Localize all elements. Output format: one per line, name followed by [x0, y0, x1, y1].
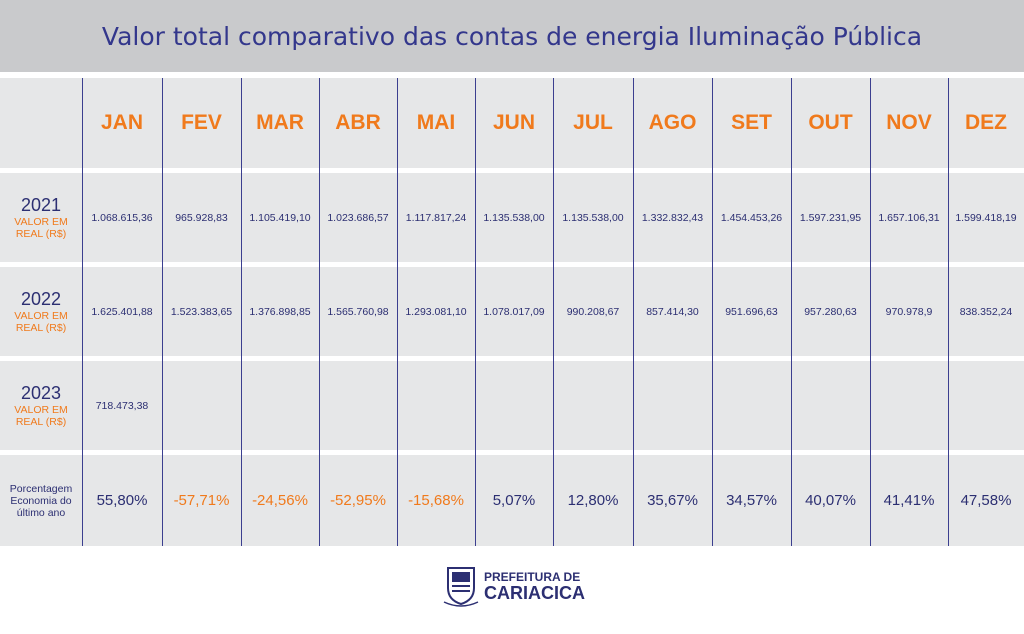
month-header: JAN — [100, 111, 143, 134]
value-cell: 1.078.017,09 — [483, 305, 545, 318]
column-line — [553, 78, 554, 546]
column-line — [791, 78, 792, 546]
value-cell: 1.523.383,65 — [170, 305, 233, 318]
value-cell: 1.376.898,85 — [249, 305, 311, 318]
value-cell: 1.068.615,36 — [91, 211, 153, 224]
percent-cell: 35,67% — [647, 492, 698, 509]
month-header: MAI — [416, 111, 456, 134]
row-year: 2022 — [20, 289, 62, 309]
header: Valor total comparativo das contas de en… — [0, 0, 1024, 72]
value-cell: 951.696,63 — [725, 305, 778, 318]
value-cell: 990.208,67 — [566, 305, 620, 318]
month-header: MAR — [256, 111, 304, 134]
column-line — [319, 78, 320, 546]
month-header: JUN — [492, 111, 535, 134]
value-cell: 1.625.401,88 — [91, 305, 153, 318]
column-line — [162, 78, 163, 546]
value-cell: 1.597.231,95 — [799, 211, 862, 224]
column-line — [397, 78, 398, 546]
row-background — [0, 173, 1024, 262]
value-cell: 1.332.832,43 — [641, 211, 704, 224]
column-line — [475, 78, 476, 546]
percent-cell: 5,07% — [492, 492, 536, 509]
value-cell: 1.565.760,98 — [327, 305, 389, 318]
percent-cell: -52,95% — [330, 492, 386, 509]
value-cell: 1.657.106,31 — [878, 211, 940, 224]
logo-line1: PREFEITURA DE — [484, 570, 581, 584]
value-cell: 965.928,83 — [175, 211, 228, 224]
percent-label: Porcentagem Economia do último ano — [9, 482, 73, 519]
month-header: NOV — [886, 111, 932, 134]
row-year: 2021 — [20, 195, 62, 215]
row-background — [0, 78, 1024, 168]
column-line — [633, 78, 634, 546]
row-year: 2023 — [20, 383, 62, 403]
value-cell: 1.135.538,00 — [562, 211, 624, 224]
value-cell: 957.280,63 — [804, 305, 857, 318]
logo: PREFEITURA DE CARIACICA — [440, 562, 590, 608]
month-header: AGO — [648, 111, 697, 134]
column-line — [82, 78, 83, 546]
value-cell: 838.352,24 — [959, 305, 1013, 318]
row-background — [0, 455, 1024, 546]
value-cell: 718.473,38 — [95, 399, 149, 412]
month-header: JUL — [573, 111, 613, 134]
value-cell: 1.454.453,26 — [720, 211, 783, 224]
value-cell: 857.414,30 — [646, 305, 699, 318]
row-label: VALOR EM REAL (R$) — [14, 310, 68, 334]
row-label: 2022 VALOR EM REAL (R$) — [0, 267, 82, 356]
value-cell: 1.105.419,10 — [249, 211, 311, 224]
logo-shield — [443, 567, 479, 607]
row-background — [0, 361, 1024, 450]
column-line — [870, 78, 871, 546]
month-header: OUT — [808, 111, 853, 134]
percent-cell: -24,56% — [252, 492, 308, 509]
percent-cell: 34,57% — [726, 492, 777, 509]
value-cell: 1.135.538,00 — [483, 211, 545, 224]
percent-cell: 55,80% — [96, 492, 148, 509]
row-label: 2021 VALOR EM REAL (R$) — [0, 173, 82, 262]
row-label: 2023 VALOR EM REAL (R$) — [0, 361, 82, 450]
percent-cell: -15,68% — [408, 492, 464, 509]
title: Valor total comparativo das contas de en… — [101, 21, 923, 51]
percent-cell: 40,07% — [805, 492, 856, 509]
row-label: VALOR EM REAL (R$) — [14, 404, 68, 428]
percent-cell: 41,41% — [883, 492, 935, 509]
month-header: SET — [731, 111, 772, 134]
month-header: ABR — [335, 111, 381, 134]
percent-cell: 47,58% — [960, 492, 1012, 509]
value-cell: 1.293.081,10 — [405, 305, 467, 318]
percent-cell: -57,71% — [173, 492, 230, 509]
row-label: VALOR EM REAL (R$) — [14, 216, 68, 240]
column-line — [712, 78, 713, 546]
month-header: DEZ — [965, 111, 1007, 134]
value-cell: 970.978,9 — [885, 305, 933, 318]
percent-cell: 12,80% — [567, 492, 619, 509]
logo-line2: CARIACICA — [484, 583, 585, 603]
row-background — [0, 267, 1024, 356]
value-cell: 1.023.686,57 — [327, 211, 389, 224]
value-cell: 1.117.817,24 — [405, 211, 467, 224]
column-line — [948, 78, 949, 546]
column-line — [241, 78, 242, 546]
value-cell: 1.599.418,19 — [955, 211, 1017, 224]
month-header: FEV — [181, 111, 222, 134]
